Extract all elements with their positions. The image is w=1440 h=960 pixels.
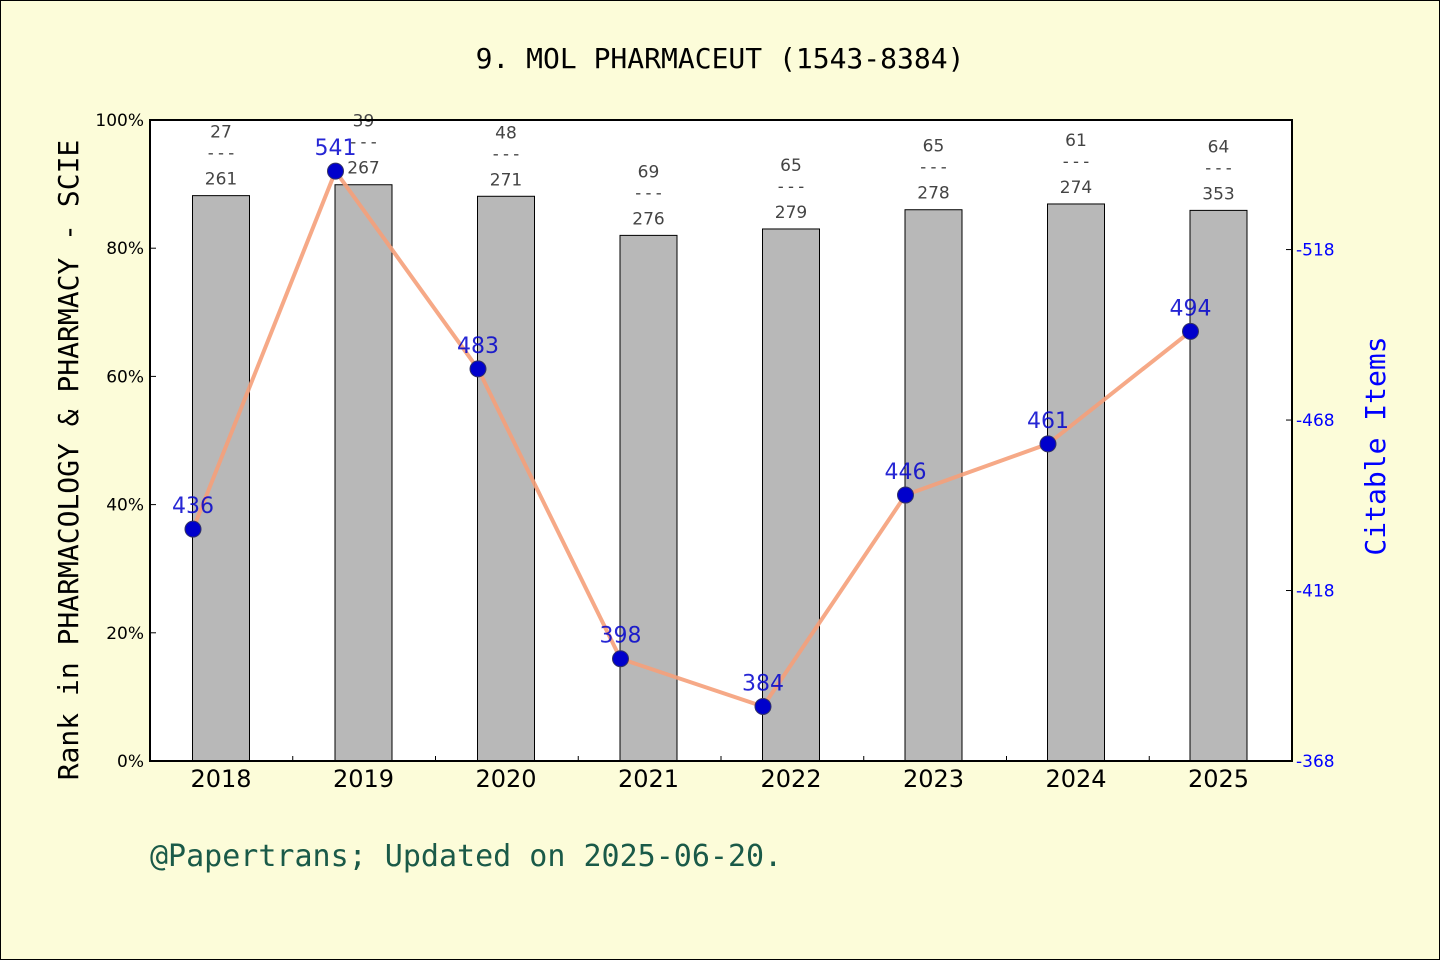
line-series: 436 541 483 398 384 446 461 494 bbox=[172, 136, 1212, 715]
bar-separator-label: --- bbox=[918, 158, 949, 178]
bar-rank-label: 65 bbox=[780, 156, 802, 176]
y-axis-right: -368 -418 -468 -518 bbox=[1286, 241, 1335, 772]
bar-total-label: 278 bbox=[917, 184, 949, 204]
bar-rank-label: 69 bbox=[638, 162, 660, 182]
citable-items-point-label: 436 bbox=[172, 494, 214, 519]
bar bbox=[1189, 209, 1248, 762]
x-tick-label: 2024 bbox=[1045, 765, 1106, 793]
citable-items-point-label: 483 bbox=[457, 334, 499, 359]
citable-items-point-label: 398 bbox=[600, 624, 642, 649]
y-tick-label: 60% bbox=[106, 367, 144, 387]
bar-separator-label: --- bbox=[776, 177, 807, 197]
bar bbox=[192, 195, 250, 762]
y-axis-left: 0% 20% 40% 60% 80% 100% bbox=[95, 111, 156, 772]
bar-total-label: 271 bbox=[490, 170, 522, 190]
x-tick-label: 2023 bbox=[903, 765, 964, 793]
citable-items-point bbox=[897, 486, 914, 504]
y2-tick-label: -468 bbox=[1296, 411, 1335, 431]
citable-items-point bbox=[327, 162, 344, 180]
y2-tick-label: -518 bbox=[1296, 241, 1335, 261]
citable-items-point bbox=[469, 360, 487, 378]
citable-items-point-label: 461 bbox=[1027, 409, 1069, 434]
bar bbox=[1047, 203, 1105, 762]
x-tick-label: 2019 bbox=[333, 765, 394, 793]
bar bbox=[619, 234, 678, 762]
x-tick-label: 2022 bbox=[760, 765, 821, 793]
bar-separator-label: --- bbox=[1203, 158, 1234, 178]
bar-total-label: 274 bbox=[1060, 178, 1092, 198]
x-tick-label: 2020 bbox=[475, 765, 536, 793]
bar bbox=[334, 184, 393, 762]
bar-total-label: 267 bbox=[347, 159, 379, 179]
bar-total-label: 261 bbox=[205, 170, 237, 190]
bar-rank-label: 65 bbox=[923, 137, 945, 157]
y-tick-label: 40% bbox=[106, 496, 144, 516]
citable-items-point-label: 384 bbox=[742, 671, 784, 696]
bar-separator-label: --- bbox=[206, 144, 237, 164]
citable-items-line bbox=[191, 169, 1192, 709]
y-axis-label: Rank in PHARMACOLOGY & PHARMACY - SCIE bbox=[52, 140, 85, 781]
footer-credit: @Papertrans; Updated on 2025-06-20. bbox=[150, 839, 782, 874]
bar-rank-label: 39 bbox=[353, 112, 375, 132]
bar-rank-label: 64 bbox=[1208, 137, 1230, 157]
y2-tick-label: -368 bbox=[1296, 752, 1335, 772]
x-tick-label: 2018 bbox=[190, 765, 251, 793]
x-tick-label: 2025 bbox=[1188, 765, 1249, 793]
y-tick-label: 100% bbox=[95, 111, 144, 131]
bar-separator-label: --- bbox=[633, 183, 664, 203]
chart-title: 9. MOL PHARMACEUT (1543-8384) bbox=[476, 42, 965, 75]
bar-rank-label: 27 bbox=[210, 123, 232, 143]
bar-rank-label: 48 bbox=[495, 123, 517, 143]
citable-items-point-label: 494 bbox=[1170, 296, 1212, 321]
bar bbox=[477, 195, 535, 762]
bar-separator-label: --- bbox=[1061, 152, 1092, 172]
citable-items-point-label: 446 bbox=[885, 460, 927, 485]
y2-tick-label: -418 bbox=[1296, 582, 1335, 602]
bar-total-label: 353 bbox=[1202, 184, 1234, 204]
bar-total-label: 276 bbox=[632, 209, 664, 229]
citable-items-point bbox=[184, 520, 202, 538]
bar-rank-label: 61 bbox=[1065, 131, 1087, 151]
bar-total-label: 279 bbox=[775, 203, 807, 223]
x-axis: 2018 2019 2020 2021 2022 2023 2024 2025 bbox=[190, 756, 1249, 793]
citable-items-point bbox=[1039, 435, 1057, 453]
y2-axis-label: Citable Items bbox=[1359, 336, 1392, 555]
x-tick-label: 2021 bbox=[618, 765, 679, 793]
citable-items-point bbox=[1182, 322, 1199, 340]
plot-area bbox=[150, 120, 1292, 761]
citable-items-point bbox=[754, 697, 772, 715]
bar-separator-label: --- bbox=[491, 144, 522, 164]
y-tick-label: 0% bbox=[117, 752, 144, 772]
bar-separator-label: --- bbox=[348, 133, 379, 153]
y-tick-label: 80% bbox=[106, 239, 144, 259]
citable-items-point-label: 541 bbox=[315, 136, 357, 161]
y-tick-label: 20% bbox=[106, 624, 144, 644]
citable-items-point bbox=[612, 650, 629, 668]
